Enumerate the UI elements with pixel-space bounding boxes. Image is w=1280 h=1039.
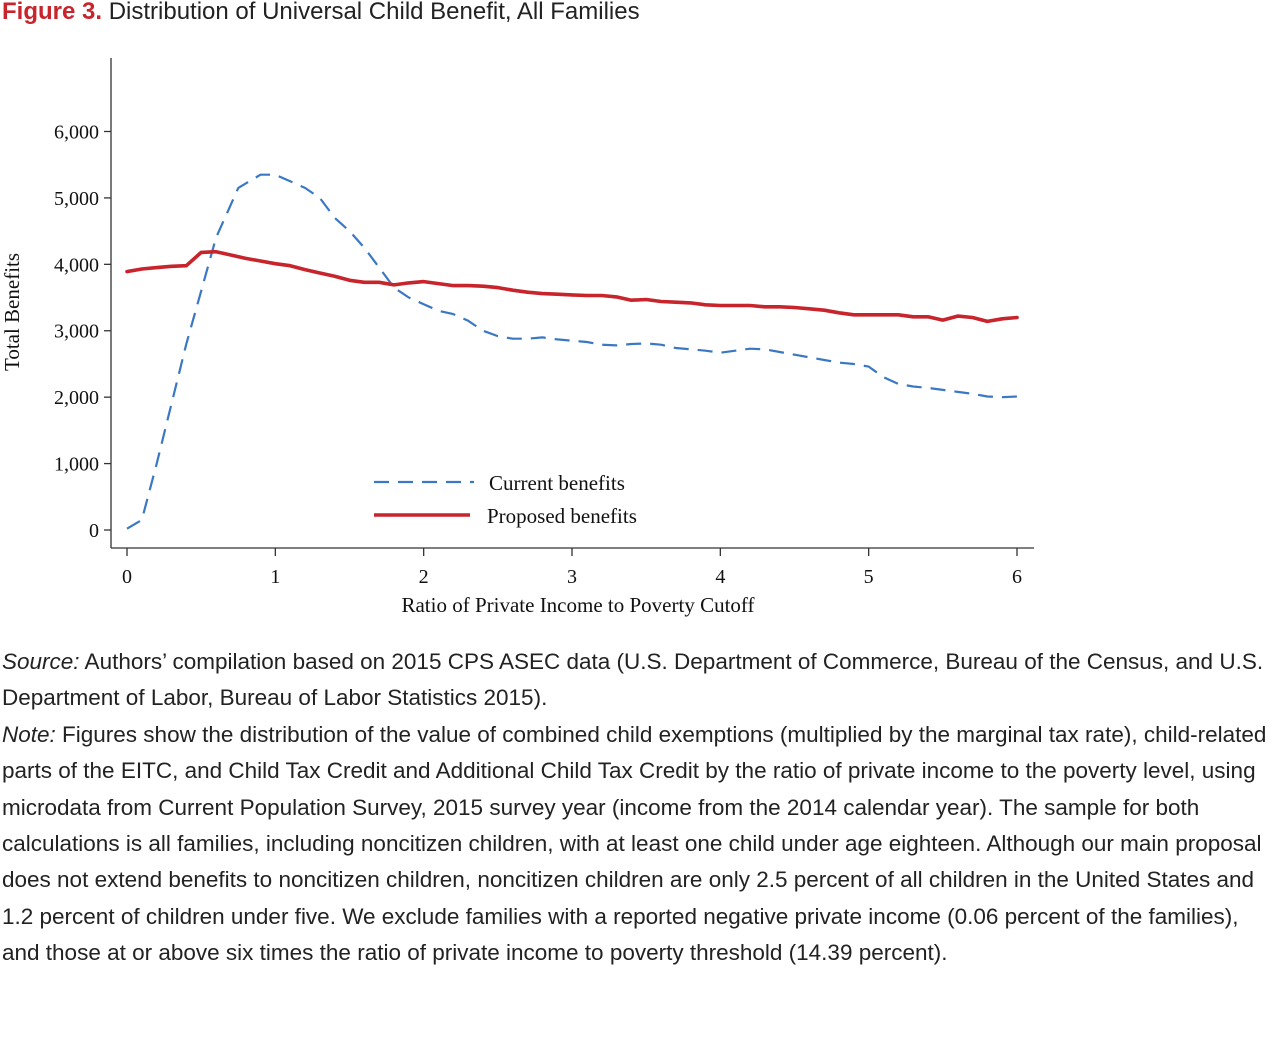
source-text: Authors’ compilation based on 2015 CPS A…	[2, 649, 1264, 711]
legend-label-current: Current benefits	[489, 471, 625, 495]
legend-label-proposed: Proposed benefits	[487, 504, 637, 528]
note-text: Figures show the distribution of the val…	[2, 721, 1267, 966]
chart-legend: Current benefits Proposed benefits	[374, 471, 637, 528]
x-tick-label: 4	[715, 566, 725, 588]
x-tick-label: 1	[270, 566, 280, 588]
y-tick-label: 5,000	[54, 188, 99, 210]
benefit-distribution-chart: 0 1,000 2,000 3,000 4,000 5,000 6,000 0 1 2 3 4 5 6 C…	[0, 58, 1034, 617]
series-line-proposed-benefits	[125, 249, 1019, 324]
y-tick-label: 0	[89, 520, 99, 542]
source-note: Source: Authors’ compilation based on 20…	[2, 644, 1278, 717]
source-label: Source:	[2, 649, 80, 674]
x-tick-label: 5	[864, 566, 874, 588]
note-paragraph: Note: Figures show the distribution of t…	[2, 717, 1278, 972]
y-tick-label: 6,000	[54, 121, 99, 143]
series-line-current-benefits	[126, 173, 1018, 530]
x-tick-label: 2	[419, 566, 429, 588]
y-tick-label: 3,000	[54, 321, 99, 343]
chart-series-layer	[125, 173, 1019, 530]
figure-title: Figure 3. Distribution of Universal Chil…	[2, 0, 640, 28]
x-tick-label: 0	[122, 566, 132, 588]
x-tick-label: 3	[567, 566, 577, 588]
x-tick-label: 6	[1012, 566, 1022, 588]
y-axis-title: Total Benefits	[0, 253, 24, 371]
x-axis-title: Ratio of Private Income to Poverty Cutof…	[401, 593, 754, 617]
figure-title-text: Distribution of Universal Child Benefit,…	[108, 0, 640, 25]
y-tick-label: 2,000	[54, 387, 99, 409]
y-tick-label: 4,000	[54, 254, 99, 276]
note-label: Note:	[2, 721, 56, 747]
figure-label: Figure 3.	[2, 0, 103, 25]
figure-notes: Source: Authors’ compilation based on 20…	[2, 644, 1278, 972]
chart-axes: 0 1,000 2,000 3,000 4,000 5,000 6,000 0 1 2 3 4 5 6	[54, 58, 1034, 588]
y-tick-label: 1,000	[54, 454, 99, 476]
